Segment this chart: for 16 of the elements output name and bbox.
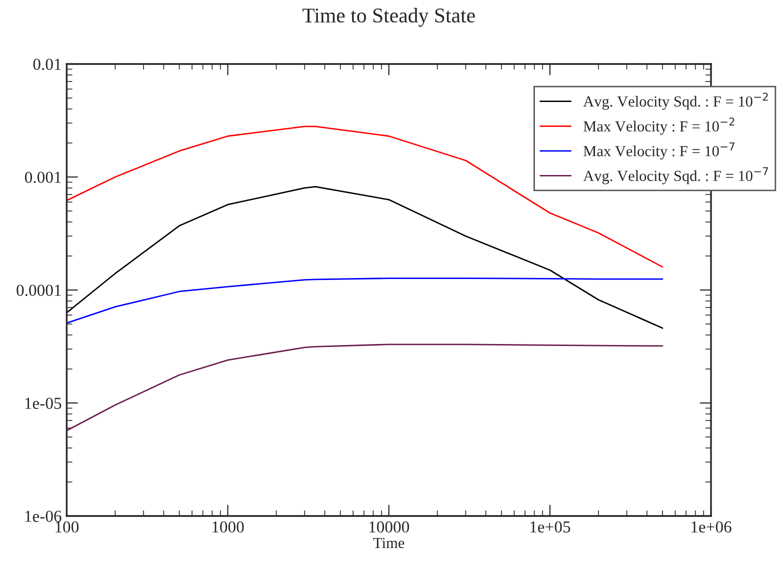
x-tick-label: 10000: [369, 521, 410, 533]
y-tick-label: 1e-06: [25, 510, 62, 522]
x-axis-title: Time: [373, 538, 404, 548]
x-tick-label: 1e+06: [692, 521, 732, 533]
x-tick-label: 1000: [212, 521, 244, 533]
legend-label: Max Velocity : F = 10$^{−7}$: [584, 142, 734, 160]
legend-label: Avg. Velocity Sqd. : F = 10$^{−2}$: [583, 92, 768, 110]
y-tick-label: 0.01: [33, 58, 61, 70]
legend-label: Avg. Velocity Sqd. : F = 10$^{−7}$: [583, 167, 768, 184]
x-tick-label: 100: [56, 521, 79, 533]
y-tick-label: 0.0001: [16, 284, 61, 296]
y-tick-label: 0.001: [24, 172, 61, 184]
y-tick-label: 1e-05: [25, 398, 62, 409]
x-tick-label: 1e+05: [530, 521, 570, 533]
chart-title: Time to Steady State: [302, 8, 475, 27]
legend-label: Max Velocity : F = 10$^{−2}$: [584, 118, 734, 135]
